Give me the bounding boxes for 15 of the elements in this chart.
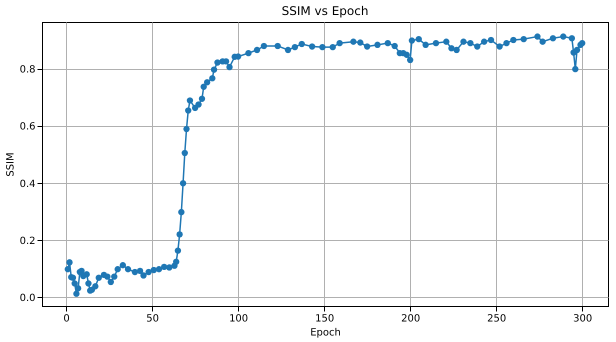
y-axis-title: SSIM <box>6 152 17 177</box>
x-tick-label: 150 <box>315 314 334 324</box>
x-tick-label: 50 <box>146 314 159 324</box>
y-tick-label: 0.4 <box>20 178 36 190</box>
y-tick-label: 0.8 <box>20 64 36 76</box>
x-tick-label: 100 <box>229 314 248 324</box>
y-tick-label: 0.0 <box>20 292 36 304</box>
x-tick-label: 300 <box>573 314 592 324</box>
y-tick-label: 0.2 <box>20 236 36 247</box>
x-tick-label: 0 <box>63 314 70 324</box>
x-tick-label: 200 <box>401 314 420 324</box>
y-tick-label: 0.6 <box>20 122 36 133</box>
x-axis-title: Epoch <box>310 328 341 338</box>
chart-title: SSIM vs Epoch <box>282 4 368 18</box>
x-tick-label: 250 <box>487 314 506 324</box>
